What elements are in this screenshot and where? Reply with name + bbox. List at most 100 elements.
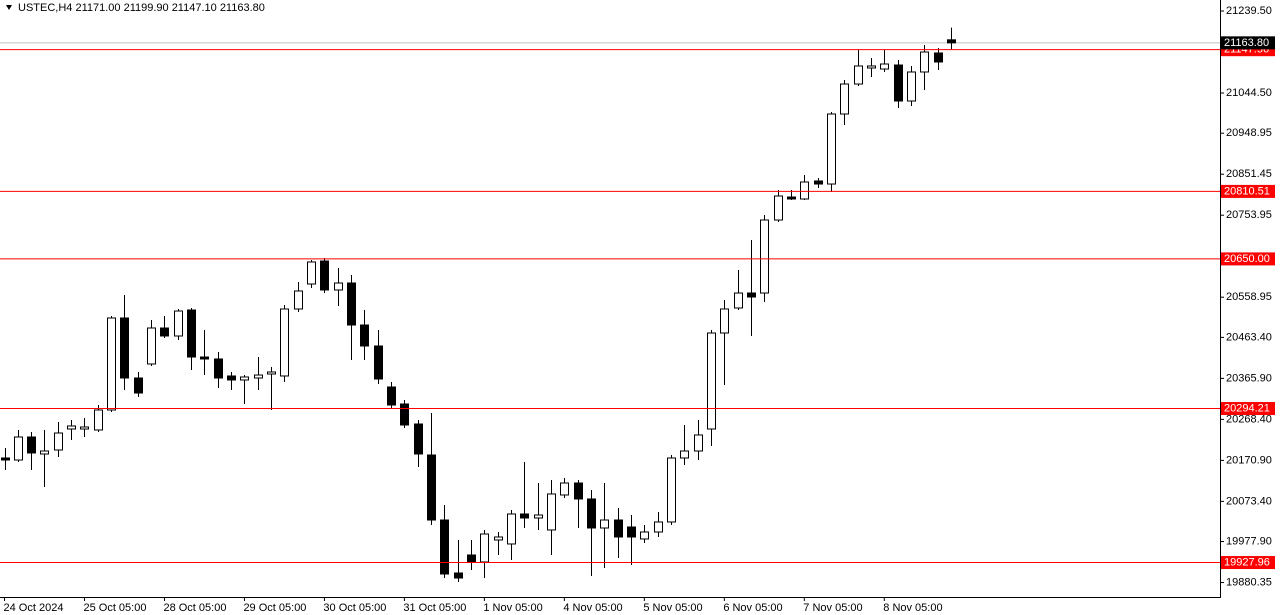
candle-body [680, 450, 689, 459]
x-tick-label: 25 Oct 05:00 [83, 602, 146, 614]
y-tick-label: 20463.40 [1226, 331, 1272, 343]
level-label-bg [1221, 184, 1275, 198]
x-tick-label: 29 Oct 05:00 [243, 602, 306, 614]
candle-body [600, 519, 609, 529]
y-tick-label: 19880.35 [1226, 576, 1272, 588]
x-tick-label: 8 Nov 05:00 [883, 602, 942, 614]
y-tick-label: 20948.95 [1226, 127, 1272, 139]
level-label: 20294.21 [1224, 402, 1270, 414]
candle-body [840, 83, 849, 115]
candle-body [400, 403, 409, 426]
candle-body [80, 426, 89, 430]
candle-body [614, 519, 623, 538]
candle-body [934, 52, 943, 63]
level-label: 20810.51 [1224, 185, 1270, 197]
candle-body [720, 308, 729, 334]
x-tick-label: 31 Oct 05:00 [403, 602, 466, 614]
candle-body [347, 282, 356, 326]
candle-body [760, 219, 769, 294]
last-price-label-bg [1221, 36, 1275, 50]
candle-body [414, 423, 423, 455]
candle-body [814, 180, 823, 185]
candle-body [667, 457, 676, 523]
y-tick-label: 20073.40 [1226, 495, 1272, 507]
candle-body [880, 63, 889, 70]
candle-body [427, 454, 436, 521]
candle-body [827, 113, 836, 185]
candle-body [947, 39, 956, 44]
candle-body [560, 482, 569, 496]
candle-body [1, 457, 10, 461]
candle-body [520, 513, 529, 519]
candle-body [480, 533, 489, 563]
candle-body [774, 195, 783, 221]
level-label: 20650.00 [1224, 253, 1270, 265]
x-tick-label: 5 Nov 05:00 [643, 602, 702, 614]
candle-body [894, 64, 903, 102]
candle-body [94, 409, 103, 431]
y-tick-label: 21044.50 [1226, 87, 1272, 99]
candle-body [14, 436, 23, 461]
x-tick-label: 24 Oct 2024 [4, 602, 64, 614]
candle-body [227, 375, 236, 381]
candle-body [920, 51, 929, 73]
candle-body [454, 572, 463, 579]
candle-body [627, 526, 636, 538]
candle-body [267, 371, 276, 375]
candle-body [574, 482, 583, 500]
x-tick-label: 30 Oct 05:00 [323, 602, 386, 614]
candle-body [174, 310, 183, 337]
candle-body [187, 309, 196, 358]
candle-body [240, 376, 249, 381]
candle-body [440, 519, 449, 575]
x-tick-label: 28 Oct 05:00 [163, 602, 226, 614]
candle-body [360, 324, 369, 347]
candle-body [40, 450, 49, 455]
level-label: 19927.96 [1224, 556, 1270, 568]
candle-body [800, 181, 809, 200]
candle-body [334, 282, 343, 291]
candle-body [467, 554, 476, 563]
x-tick-label: 7 Nov 05:00 [803, 602, 862, 614]
candle-body [694, 434, 703, 452]
candle-body [534, 514, 543, 519]
y-tick-label: 20365.90 [1226, 372, 1272, 384]
candle-body [134, 377, 143, 394]
candle-body [747, 292, 756, 298]
chart-title: USTEC,H4 21171.00 21199.90 21147.10 2116… [18, 2, 265, 14]
candle-body [107, 317, 116, 411]
y-tick-label: 20268.40 [1226, 413, 1272, 425]
candle-body [280, 308, 289, 377]
candle-body [374, 345, 383, 380]
candle-body [734, 292, 743, 309]
candle-body [54, 432, 63, 451]
candle-body [640, 531, 649, 540]
candle-body [214, 358, 223, 379]
candle-body [494, 536, 503, 541]
level-label-bg [1221, 556, 1275, 570]
candle-body [200, 356, 209, 360]
y-tick-label: 20753.95 [1226, 209, 1272, 221]
candle-body [587, 498, 596, 529]
candle-body [27, 436, 36, 454]
candle-body [787, 196, 796, 200]
candle-body [120, 317, 129, 379]
candle-body [507, 513, 516, 545]
candle-body [147, 327, 156, 365]
candle-body [294, 290, 303, 310]
y-tick-label: 19977.90 [1226, 535, 1272, 547]
y-tick-label: 20851.45 [1226, 168, 1272, 180]
candle-body [387, 386, 396, 406]
candle-body [707, 332, 716, 430]
y-tick-label: 21239.50 [1226, 5, 1272, 17]
candle-body [854, 65, 863, 85]
menu-arrow[interactable] [6, 5, 12, 10]
candle-body [547, 493, 556, 531]
level-label-bg [1221, 252, 1275, 266]
candle-body [67, 425, 76, 430]
y-tick-label: 20558.95 [1226, 291, 1272, 303]
last-price-label: 21163.80 [1224, 37, 1269, 49]
candle-body [907, 71, 916, 102]
